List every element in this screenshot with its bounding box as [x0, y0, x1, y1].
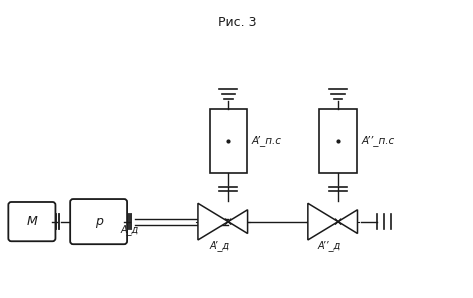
Polygon shape	[308, 203, 338, 240]
Polygon shape	[198, 203, 228, 240]
Text: Рис. 3: Рис. 3	[218, 16, 256, 29]
Text: A_д: A_д	[121, 224, 139, 235]
Bar	[319, 109, 357, 173]
Text: A’_п.с: A’_п.с	[252, 136, 282, 146]
Text: р: р	[95, 215, 103, 228]
FancyBboxPatch shape	[9, 202, 55, 241]
Polygon shape	[228, 210, 247, 234]
Bar	[210, 109, 247, 173]
Text: A’_д: A’_д	[210, 240, 229, 251]
Text: A’’_д: A’’_д	[318, 240, 341, 251]
FancyBboxPatch shape	[70, 199, 127, 244]
Text: M: M	[26, 215, 37, 228]
Polygon shape	[338, 210, 358, 234]
Text: A’’_п.с: A’’_п.с	[362, 136, 395, 146]
